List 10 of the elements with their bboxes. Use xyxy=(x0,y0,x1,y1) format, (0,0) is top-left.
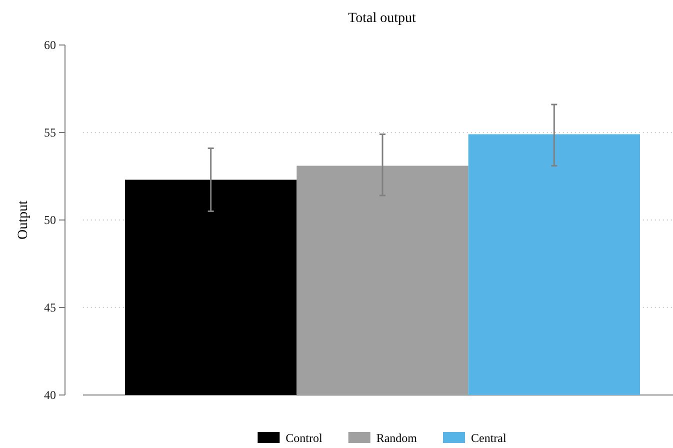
legend-label: Control xyxy=(286,431,323,445)
y-tick-label: 45 xyxy=(44,300,56,314)
y-tick-label: 50 xyxy=(44,212,56,227)
y-axis-title: Output xyxy=(16,200,31,240)
y-tick-label: 55 xyxy=(44,125,56,140)
y-tick-label: 60 xyxy=(44,38,56,52)
chart-title: Total output xyxy=(348,11,416,26)
legend-label: Random xyxy=(376,431,418,445)
legend-label: Central xyxy=(471,431,507,445)
y-tick-label: 40 xyxy=(44,388,56,402)
